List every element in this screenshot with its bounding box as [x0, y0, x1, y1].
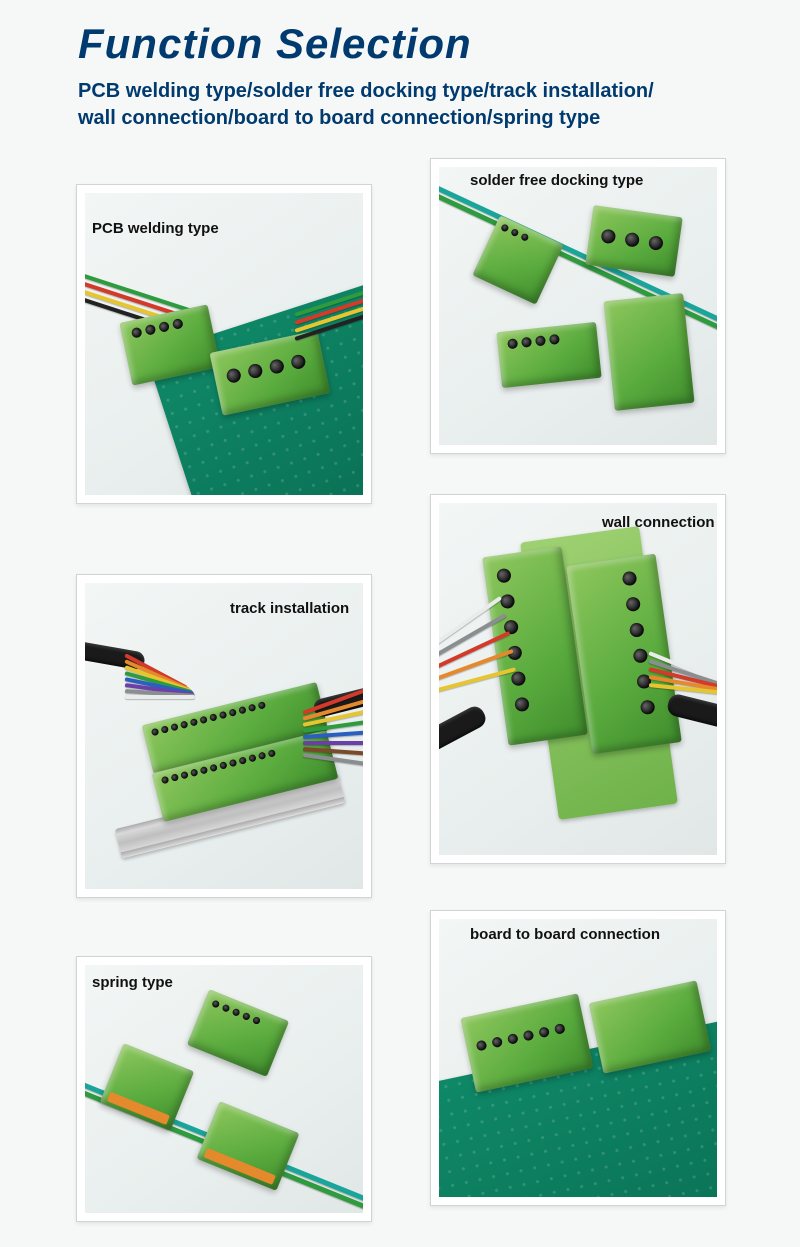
card-label-wall-connection: wall connection — [602, 514, 715, 531]
photo-solder-free — [439, 167, 717, 445]
page-subtitle: PCB welding type/solder free docking typ… — [78, 78, 722, 132]
card-label-track-install: track installation — [230, 600, 349, 617]
card-label-spring-type: spring type — [92, 974, 173, 991]
connector-block — [496, 322, 601, 388]
card-label-board-to-board: board to board connection — [470, 926, 660, 943]
photo-spring-type — [85, 965, 363, 1213]
card-label-solder-free: solder free docking type — [470, 172, 643, 189]
cable — [439, 703, 489, 765]
photo-track-install — [85, 583, 363, 889]
card-wall-connection — [430, 494, 726, 864]
connector-block — [585, 205, 682, 277]
connector-block — [100, 1043, 194, 1131]
subtitle-line-1: PCB welding type/solder free docking typ… — [78, 80, 654, 102]
card-spring-type — [76, 956, 372, 1222]
subtitle-line-2: wall connection/board to board connectio… — [78, 107, 600, 129]
connector-block — [472, 215, 563, 304]
card-solder-free — [430, 158, 726, 454]
header: Function Selection PCB welding type/sold… — [0, 0, 800, 132]
connector-block — [187, 989, 289, 1077]
card-label-pcb-welding: PCB welding type — [92, 220, 219, 237]
card-board-to-board — [430, 910, 726, 1206]
card-track-install — [76, 574, 372, 898]
photo-wall-connection — [439, 503, 717, 855]
connector-block — [197, 1101, 300, 1191]
photo-pcb-welding — [85, 193, 363, 495]
page-title: Function Selection — [78, 20, 722, 68]
photo-board-to-board — [439, 919, 717, 1197]
connector-block — [603, 293, 694, 411]
